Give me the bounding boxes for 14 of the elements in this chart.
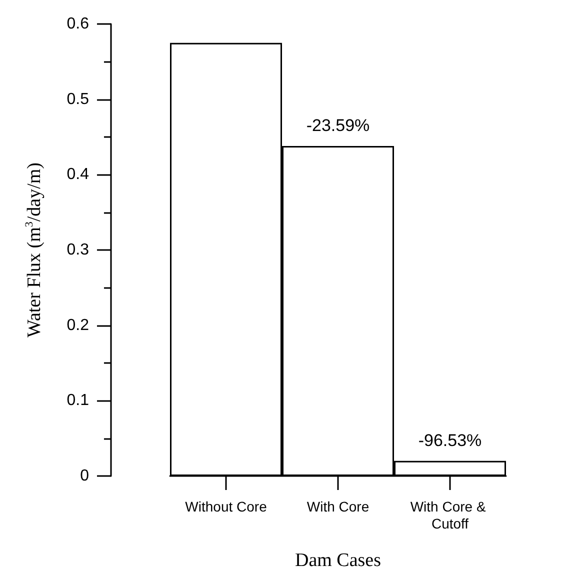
y-tick-label: 0 — [80, 468, 90, 484]
y-tick-label: 0.3 — [66, 242, 90, 258]
y-tick-label: 0.4 — [66, 166, 90, 184]
x-tick-label: Without Core — [185, 498, 268, 514]
y-tick-label: 0.1 — [66, 392, 90, 410]
x-tick-label: With Core — [306, 498, 370, 514]
annotation: -23.59% — [306, 116, 370, 136]
y-tick-label: 0.5 — [66, 90, 90, 108]
x-tick-label: With Core & Cutoff — [410, 498, 490, 532]
annotation: -96.53% — [418, 430, 482, 450]
y-tick-label: 0.6 — [66, 16, 90, 32]
y-axis-title: Water Flux (m3/day/m) — [24, 162, 45, 338]
x-axis-title: Dam Cases — [294, 550, 382, 571]
y-tick-label: 0.2 — [66, 316, 90, 334]
